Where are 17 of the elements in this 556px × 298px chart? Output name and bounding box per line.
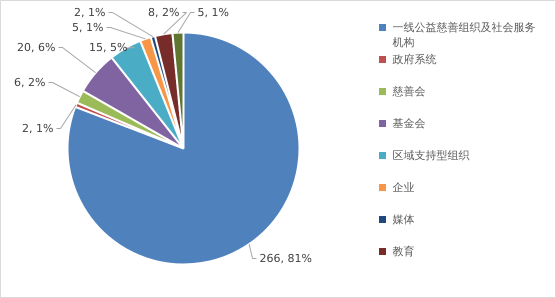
data-label: 15, 5% <box>89 41 128 54</box>
legend-label: 一线公益慈善组织及社会服务机构 <box>392 21 536 49</box>
data-label: 20, 6% <box>17 41 56 54</box>
data-label: 6, 2% <box>14 76 46 89</box>
data-label: 266, 81% <box>260 252 312 265</box>
legend-label: 政府系统 <box>392 53 436 66</box>
legend-label: 教育 <box>392 245 414 258</box>
legend-label: 基金会 <box>392 117 426 130</box>
data-label: 2, 1% <box>22 122 54 135</box>
data-label: 8, 2% <box>148 6 180 19</box>
data-label: 2, 1% <box>74 6 106 19</box>
legend-label: 区域支持型组织 <box>392 149 470 162</box>
data-label: 5, 1% <box>198 6 229 19</box>
data-label: 5, 1% <box>72 21 104 34</box>
legend-label: 媒体 <box>392 213 414 226</box>
legend-label: 慈善会 <box>392 85 426 98</box>
legend-label: 企业 <box>392 181 414 194</box>
